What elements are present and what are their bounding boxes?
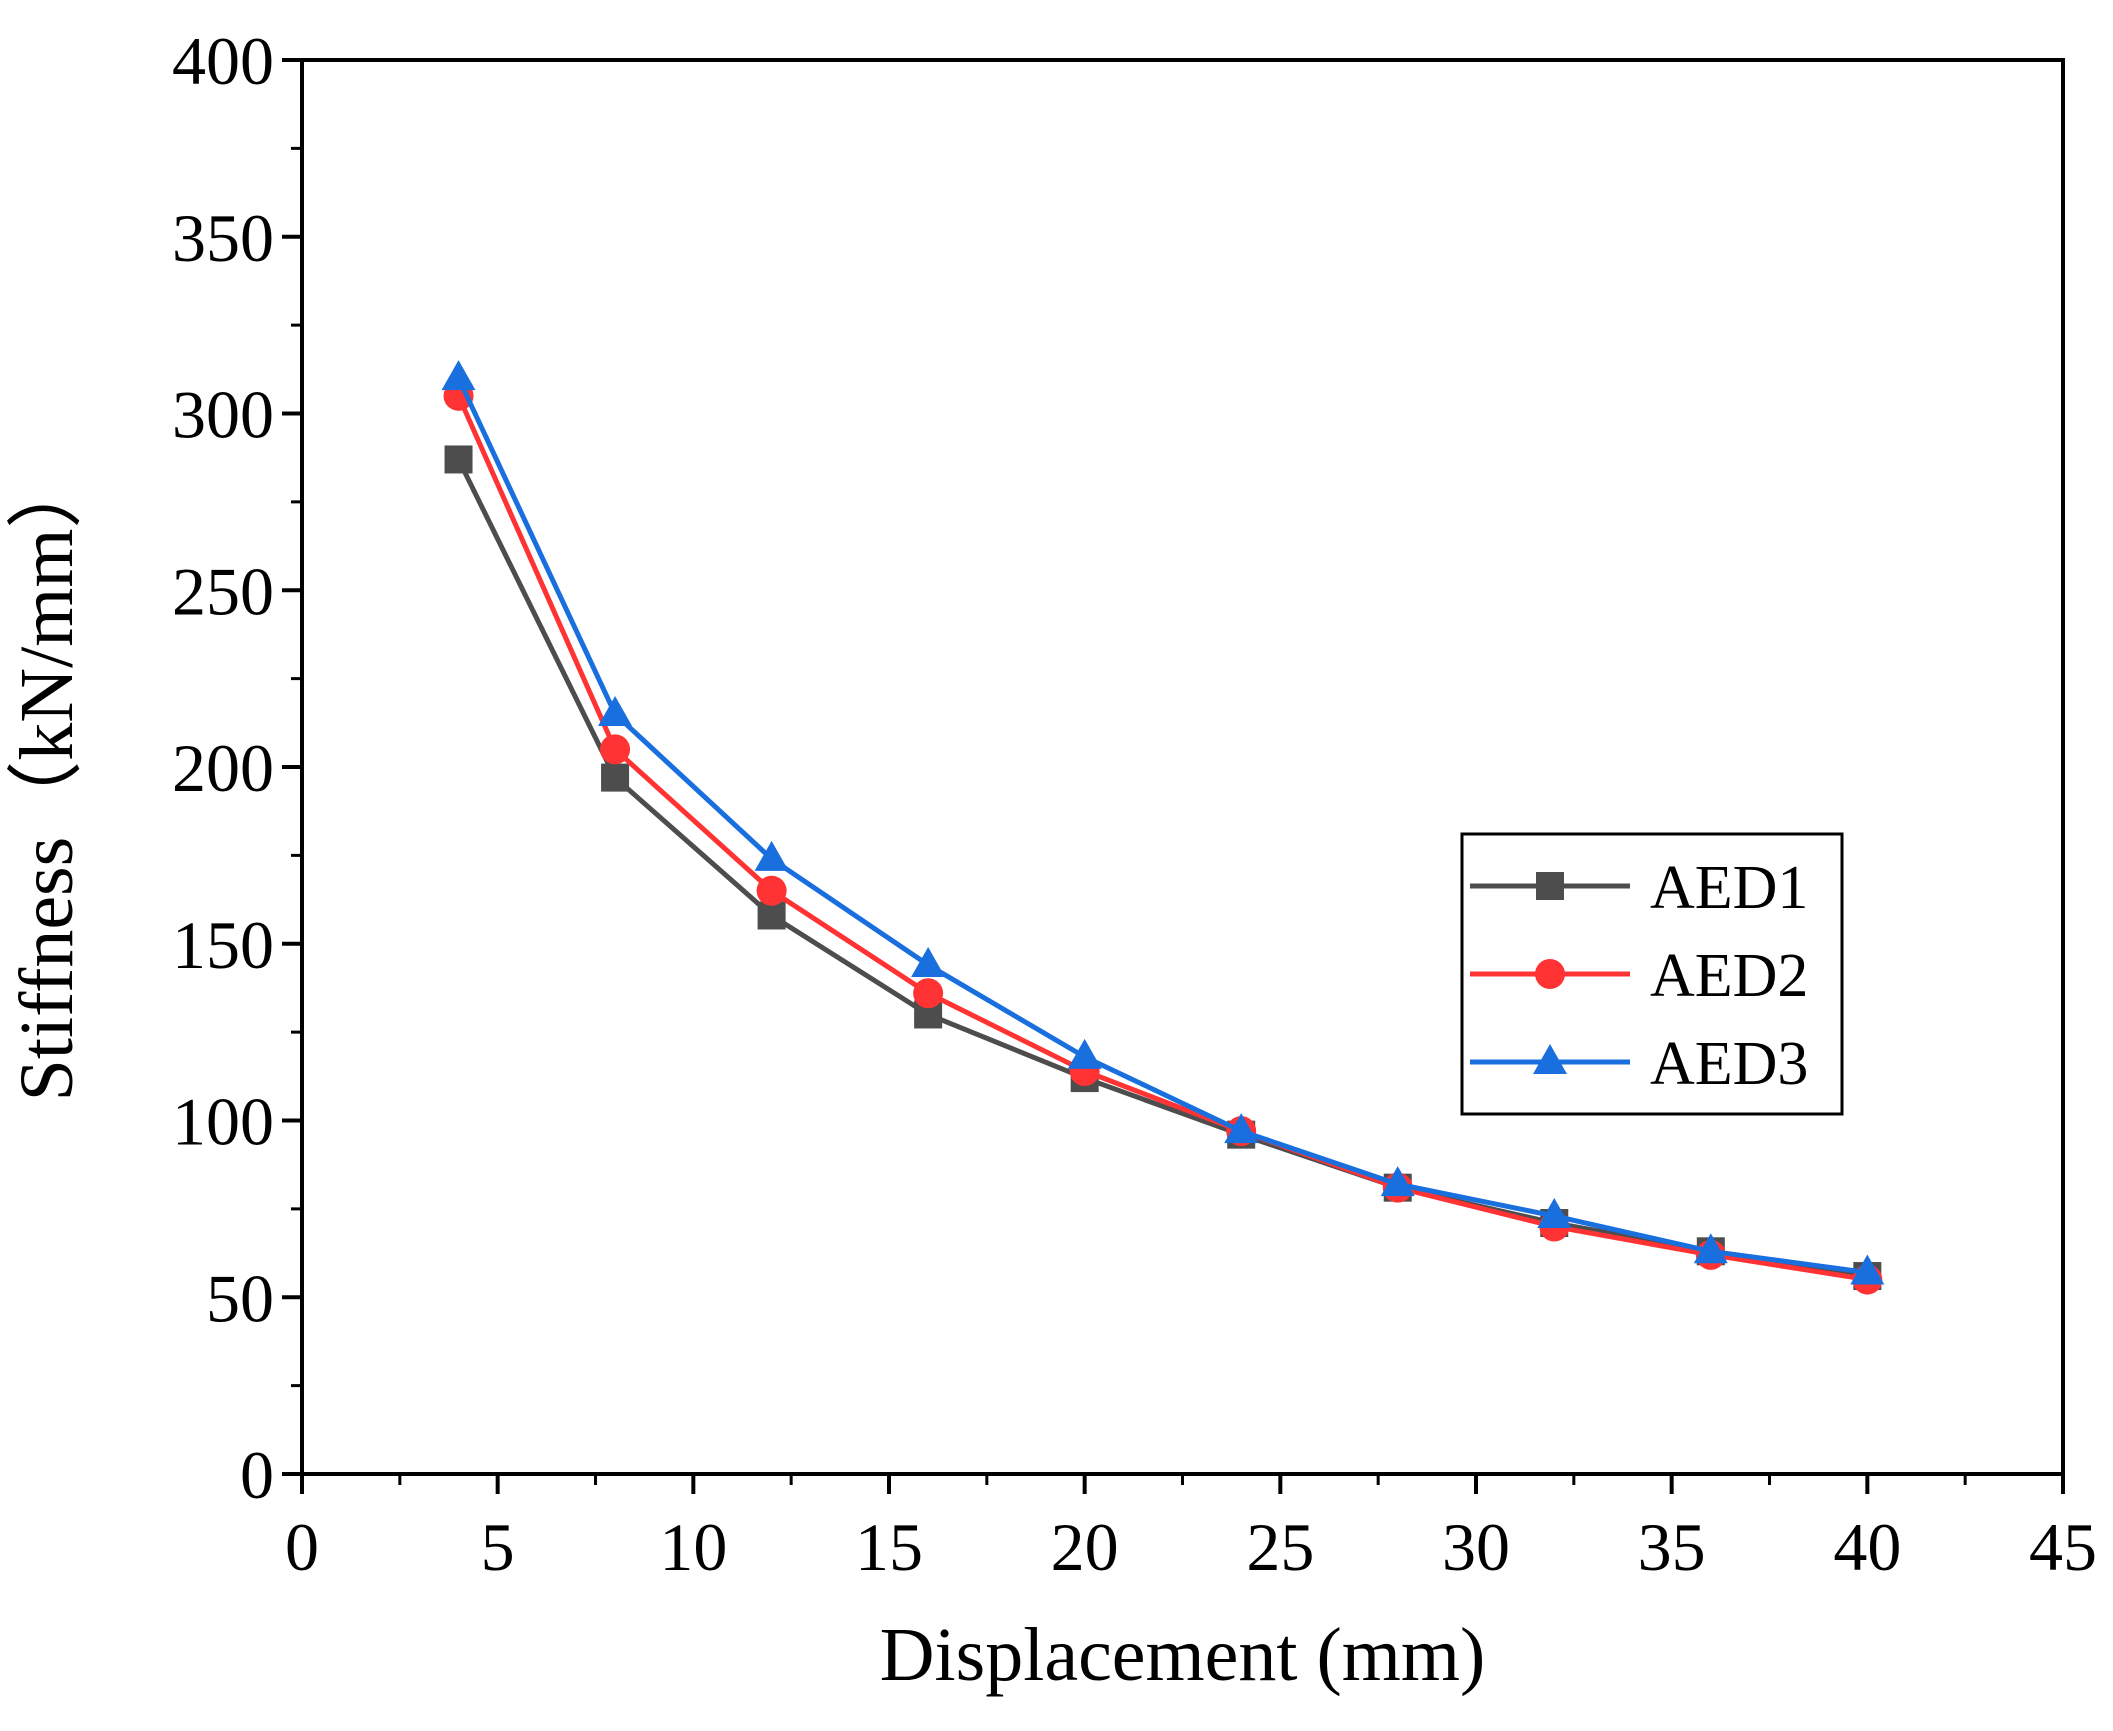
x-tick-label: 25 [1246, 1509, 1314, 1585]
point-aed3 [754, 840, 789, 871]
series-layer [441, 360, 1885, 1295]
point-aed2 [600, 734, 631, 765]
y-tick-label: 300 [172, 377, 274, 453]
point-aed1 [757, 901, 786, 930]
y-tick-label: 200 [172, 730, 274, 806]
tick-labels: 0 5 10 15 20 25 30 35 40 45 0 50 100 150 200 250 300 350 4… [172, 23, 2097, 1585]
y-tick-label: 150 [172, 907, 274, 983]
y-tick-label: 250 [172, 553, 274, 629]
legend-label: AED1 [1650, 854, 1808, 922]
point-aed3 [1380, 1166, 1415, 1197]
x-tick-label: 30 [1442, 1509, 1510, 1585]
y-tick-label: 350 [172, 200, 274, 276]
point-aed3 [1067, 1038, 1102, 1069]
x-tick-label: 35 [1638, 1509, 1706, 1585]
legend-marker-aed2 [1535, 959, 1565, 989]
legend-label: AED3 [1650, 1030, 1808, 1098]
x-tick-label: 5 [481, 1509, 515, 1585]
legend-label: AED2 [1650, 942, 1808, 1010]
y-axis-title: Stiffness（kN/mm） [5, 453, 89, 1102]
plot-frame [300, 58, 2065, 1476]
y-tick-label: 100 [172, 1084, 274, 1160]
point-aed3 [441, 360, 476, 391]
point-aed2 [913, 978, 944, 1009]
series-line-aed3 [456, 377, 1868, 1275]
point-aed3 [1693, 1233, 1728, 1264]
point-aed3 [1850, 1254, 1885, 1285]
legend-marker-aed3 [1533, 1044, 1567, 1074]
x-tick-label: 40 [1833, 1509, 1901, 1585]
axis-ticks [282, 58, 2065, 1494]
y-tick-label: 400 [172, 23, 274, 99]
point-aed1 [444, 445, 473, 474]
legend: AED1 AED2 AED3 [1460, 832, 1844, 1116]
x-tick-label: 20 [1051, 1509, 1119, 1585]
legend-item-aed2: AED2 [1470, 942, 1808, 1010]
point-aed1 [601, 763, 630, 792]
series-aed3 [441, 360, 1885, 1285]
legend-marker-aed1 [1536, 872, 1564, 900]
x-tick-label: 10 [659, 1509, 727, 1585]
legend-item-aed1: AED1 [1470, 854, 1808, 922]
legend-item-aed3: AED3 [1470, 1030, 1808, 1098]
x-tick-label: 0 [285, 1509, 319, 1585]
series-line-aed2 [456, 394, 1868, 1283]
point-aed3 [1537, 1197, 1572, 1228]
series-line-aed1 [456, 458, 1868, 1279]
x-tick-label: 15 [855, 1509, 923, 1585]
point-aed3 [911, 946, 946, 977]
x-axis-title: Displacement (mm) [880, 1613, 1486, 1697]
x-tick-label: 45 [2029, 1509, 2097, 1585]
y-tick-label: 0 [240, 1437, 274, 1513]
point-aed2 [756, 875, 787, 906]
point-aed3 [1224, 1113, 1259, 1144]
y-tick-label: 50 [206, 1260, 274, 1336]
point-aed3 [598, 695, 633, 726]
